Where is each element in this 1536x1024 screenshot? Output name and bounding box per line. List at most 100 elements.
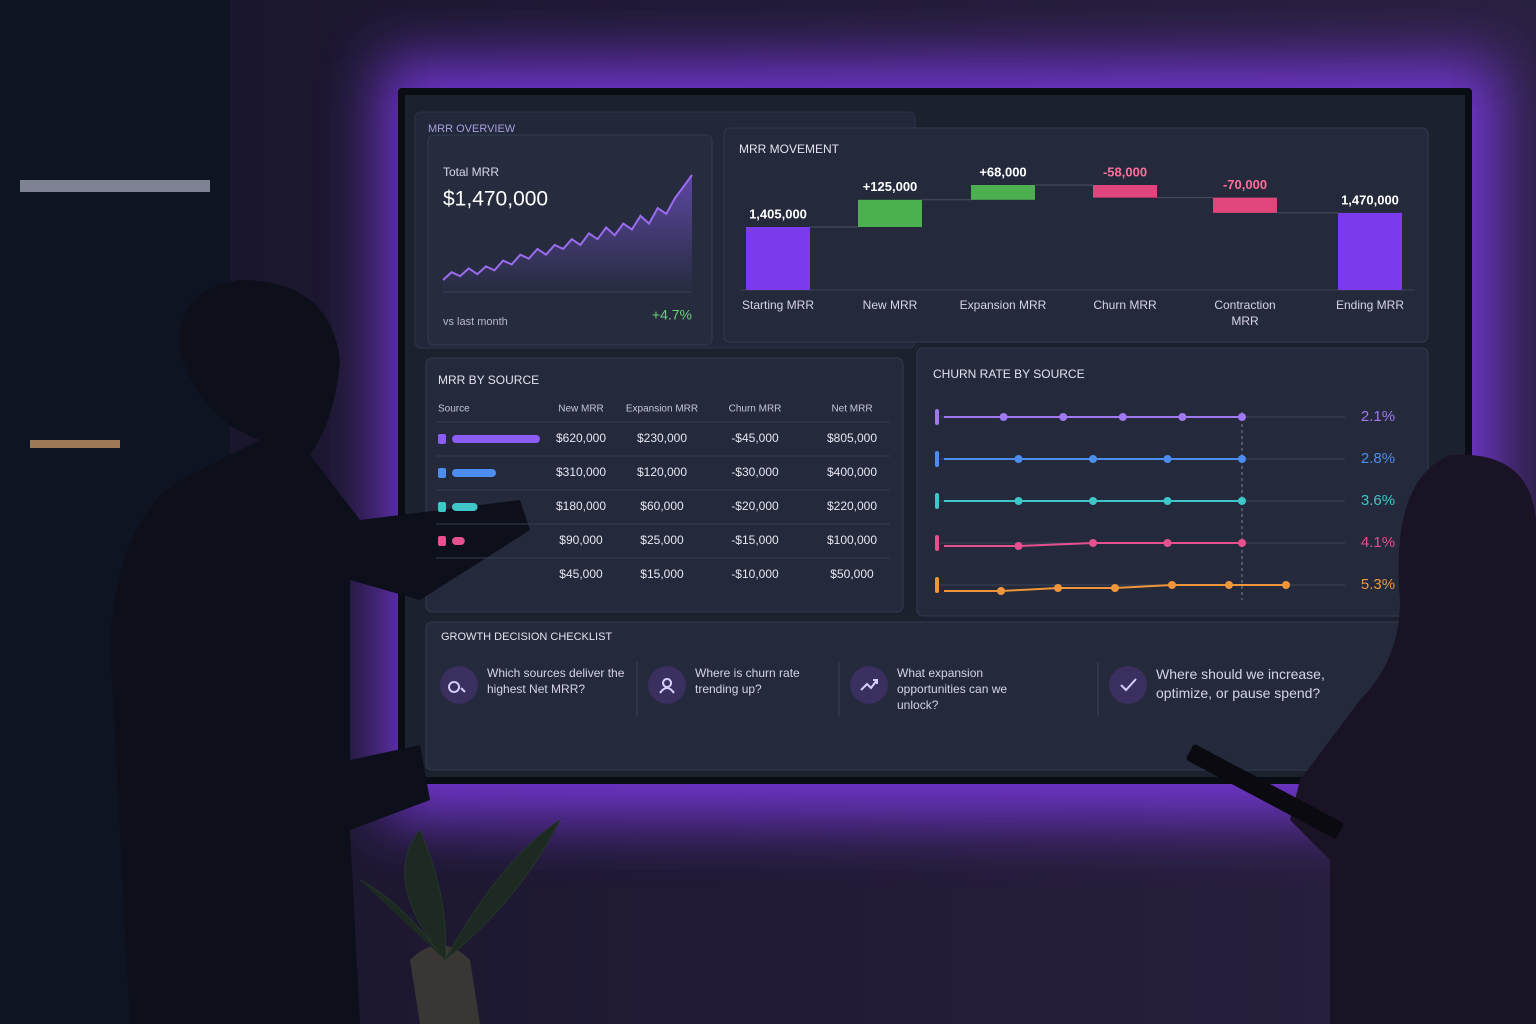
plant-pot bbox=[410, 945, 480, 1024]
churn-point bbox=[1163, 455, 1172, 463]
table-cell: -$15,000 bbox=[731, 533, 779, 547]
panel bbox=[723, 127, 1429, 343]
category-label: New MRR bbox=[862, 298, 918, 312]
track-handle bbox=[935, 493, 939, 509]
churn-point bbox=[1089, 497, 1097, 505]
churn-point bbox=[1282, 581, 1290, 589]
table-cell: $50,000 bbox=[830, 567, 874, 581]
value-label: -58,000 bbox=[1103, 164, 1147, 179]
source-bar bbox=[452, 537, 465, 545]
tablet bbox=[1186, 744, 1344, 839]
category-label: Churn MRR bbox=[1093, 298, 1157, 312]
source-bar bbox=[452, 503, 478, 511]
churn-point bbox=[999, 413, 1008, 421]
checklist-item: Which sources deliver the highest Net MR… bbox=[487, 666, 625, 697]
section-title: MRR BY SOURCE bbox=[438, 373, 539, 387]
checklist-icon bbox=[860, 679, 878, 691]
waterfall-bar bbox=[1213, 197, 1277, 213]
churn-point bbox=[1014, 455, 1023, 463]
churn-point bbox=[1168, 581, 1176, 589]
section-title: CHURN RATE BY SOURCE bbox=[933, 367, 1085, 381]
category-label: Starting MRR bbox=[741, 298, 815, 312]
churn-point bbox=[1178, 413, 1187, 421]
source-swatch bbox=[438, 502, 446, 512]
lamp bbox=[30, 440, 120, 448]
churn-point bbox=[1238, 413, 1246, 421]
kpi-change: +4.7% bbox=[652, 307, 692, 323]
column-header: Churn MRR bbox=[729, 404, 782, 415]
checklist-icon bbox=[1120, 678, 1137, 692]
table-cell: $90,000 bbox=[559, 533, 603, 547]
table-cell: $180,000 bbox=[556, 499, 606, 513]
checklist-icon bbox=[448, 681, 466, 693]
waterfall-bar bbox=[746, 227, 810, 290]
source-swatch bbox=[438, 468, 446, 478]
churn-point bbox=[1238, 539, 1246, 547]
churn-point bbox=[1163, 539, 1172, 547]
person-left bbox=[110, 280, 530, 1024]
rate-label: 2.1% bbox=[1361, 408, 1395, 425]
churn-point bbox=[1163, 497, 1172, 505]
ceiling-light bbox=[20, 180, 210, 192]
column-header: Expansion MRR bbox=[626, 404, 698, 415]
table-cell: $15,000 bbox=[640, 567, 684, 581]
table-cell: $805,000 bbox=[827, 431, 877, 445]
checklist-icon bbox=[659, 678, 675, 694]
sparkline bbox=[442, 174, 693, 281]
table-cell: -$45,000 bbox=[731, 431, 779, 445]
churn-point bbox=[1238, 455, 1246, 463]
table-cell: $25,000 bbox=[640, 533, 684, 547]
section-title: GROWTH DECISION CHECKLIST bbox=[441, 631, 612, 643]
table-cell: $120,000 bbox=[637, 465, 687, 479]
table-cell: -$20,000 bbox=[731, 499, 779, 513]
churn-point bbox=[1089, 539, 1097, 547]
value-label: 1,405,000 bbox=[749, 206, 807, 221]
value-label: +68,000 bbox=[979, 164, 1026, 179]
churn-point bbox=[1089, 455, 1097, 463]
source-swatch bbox=[438, 536, 446, 546]
table-cell: $220,000 bbox=[827, 499, 877, 513]
table-cell: $100,000 bbox=[827, 533, 877, 547]
column-header: Source bbox=[438, 404, 470, 415]
table-cell: $400,000 bbox=[827, 465, 877, 479]
table-cell: -$30,000 bbox=[731, 465, 779, 479]
sparkline-area bbox=[443, 175, 692, 292]
table-cell: $60,000 bbox=[640, 499, 684, 513]
churn-point bbox=[1225, 581, 1233, 589]
churn-point bbox=[1014, 497, 1023, 505]
churn-point bbox=[997, 587, 1005, 595]
checklist-item: What expansion opportunities can we unlo… bbox=[897, 666, 1008, 713]
source-bar bbox=[452, 435, 540, 443]
churn-point bbox=[1238, 497, 1246, 505]
track-handle bbox=[935, 577, 939, 593]
category-label: Expansion MRR bbox=[959, 298, 1047, 312]
value-label: -70,000 bbox=[1223, 177, 1267, 192]
rate-label: 2.8% bbox=[1361, 450, 1395, 467]
table-cell: $45,000 bbox=[559, 567, 603, 581]
column-header: New MRR bbox=[558, 404, 604, 415]
waterfall-bar bbox=[858, 199, 922, 227]
value-label: 1,470,000 bbox=[1341, 192, 1399, 207]
checklist-icon-bg bbox=[1109, 666, 1147, 704]
rate-label: 3.6% bbox=[1361, 492, 1395, 509]
checklist-item: Where should we increase, optimize, or p… bbox=[1156, 666, 1325, 701]
panel bbox=[916, 347, 1429, 617]
kpi-label: Total MRR bbox=[443, 165, 499, 179]
section-title: MRR OVERVIEW bbox=[428, 123, 516, 135]
kpi-value: $1,470,000 bbox=[443, 188, 548, 211]
rate-label: 5.3% bbox=[1361, 576, 1395, 593]
category-label: Ending MRR bbox=[1335, 298, 1405, 312]
category-label: Contraction MRR bbox=[1214, 298, 1276, 329]
column-header: Net MRR bbox=[831, 404, 872, 415]
table-cell: -$10,000 bbox=[731, 567, 779, 581]
person-right bbox=[1290, 454, 1536, 1024]
waterfall-bar bbox=[971, 185, 1035, 200]
waterfall-bar bbox=[1093, 185, 1157, 198]
track-handle bbox=[935, 409, 939, 425]
source-bar bbox=[452, 469, 496, 477]
value-label: +125,000 bbox=[863, 179, 918, 194]
waterfall-bar bbox=[1338, 212, 1402, 290]
churn-point bbox=[1118, 413, 1127, 421]
